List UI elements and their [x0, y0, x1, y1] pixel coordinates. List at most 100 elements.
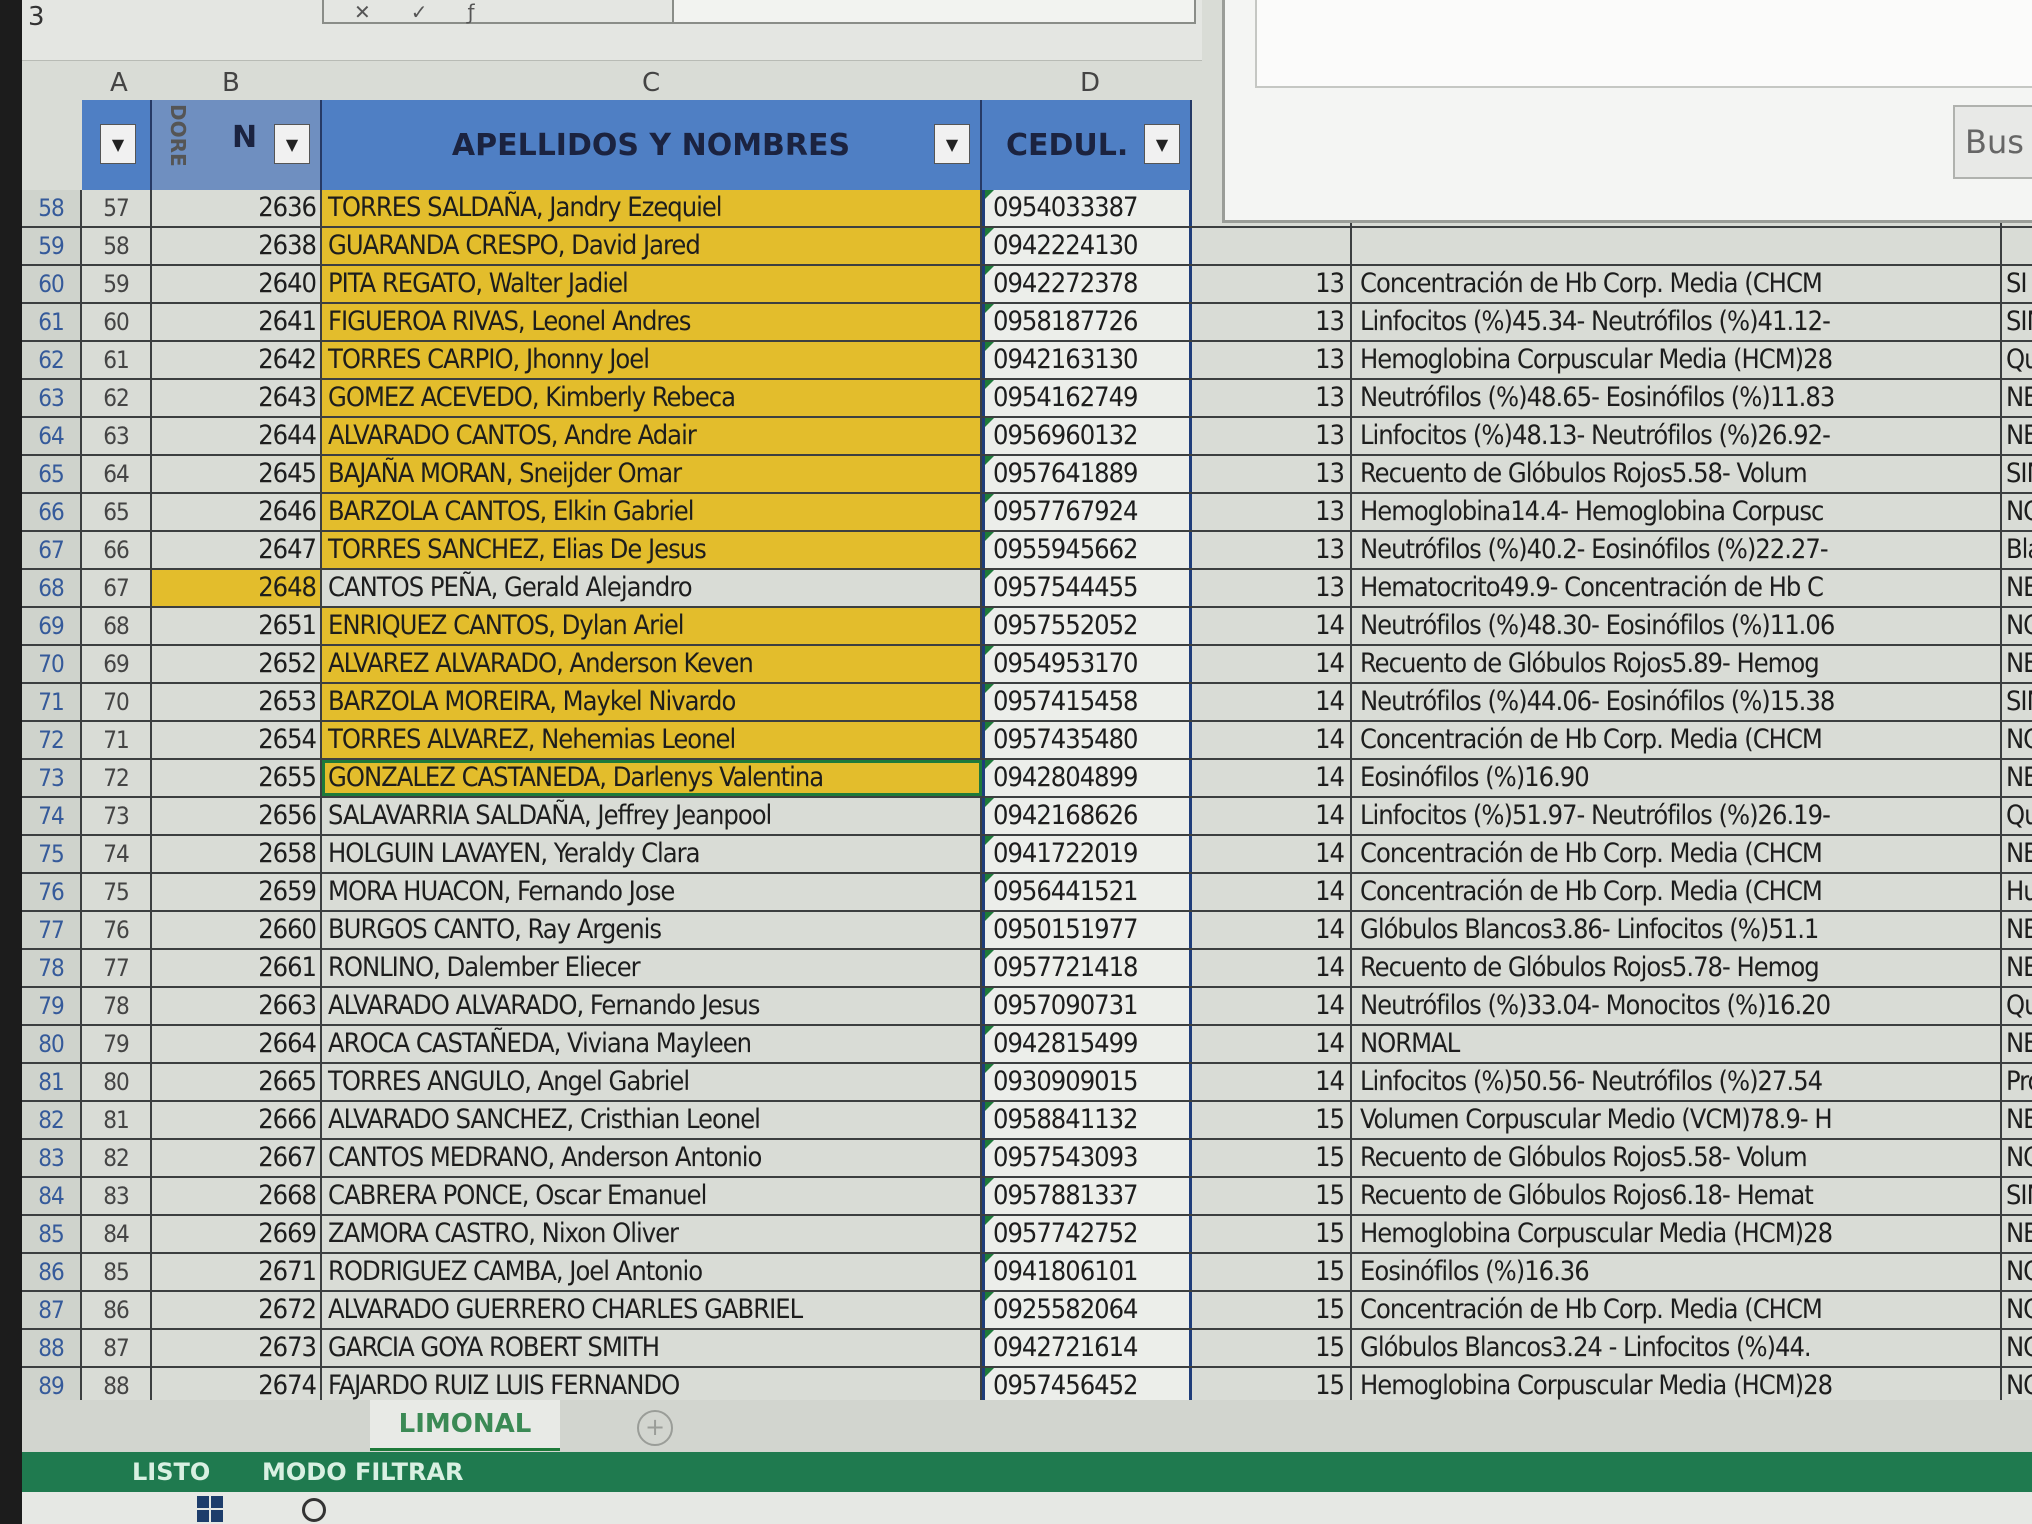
cell-age[interactable]: 13	[1192, 380, 1352, 416]
cell-age[interactable]: 14	[1192, 1064, 1352, 1100]
cell-age[interactable]: 14	[1192, 760, 1352, 796]
cell-index[interactable]: 88	[82, 1368, 152, 1404]
cell-number[interactable]: 2654	[152, 722, 322, 758]
cell-index[interactable]: 74	[82, 836, 152, 872]
cell-result[interactable]: NEGA	[2006, 648, 2032, 679]
row-number[interactable]: 73	[22, 760, 82, 796]
cell-cedula[interactable]: 0954953170	[982, 646, 1192, 682]
cell-name[interactable]: ZAMORA CASTRO, Nixon Oliver	[322, 1216, 982, 1252]
cell-number[interactable]: 2648	[152, 570, 322, 606]
cell-name[interactable]: TORRES ALVAREZ, Nehemias Leonel	[322, 722, 982, 758]
cell-name[interactable]: TORRES ANGULO, Angel Gabriel	[322, 1064, 982, 1100]
cell-result[interactable]: NEG	[2006, 572, 2032, 603]
cell-number[interactable]: 2652	[152, 646, 322, 682]
cell-name[interactable]: CABRERA PONCE, Oscar Emanuel	[322, 1178, 982, 1214]
filter-dropdown-a[interactable]: ▼	[100, 124, 136, 164]
cell-cedula[interactable]: 0941722019	[982, 836, 1192, 872]
cell-name[interactable]: TORRES CARPIO, Jhonny Joel	[322, 342, 982, 378]
cell-index[interactable]: 75	[82, 874, 152, 910]
cell-result[interactable]: NO LL	[2006, 610, 2032, 641]
row-number[interactable]: 67	[22, 532, 82, 568]
cell-index[interactable]: 73	[82, 798, 152, 834]
cell-name[interactable]: MORA HUACON, Fernando Jose	[322, 874, 982, 910]
cell-age[interactable]: 14	[1192, 1026, 1352, 1062]
cell-index[interactable]: 67	[82, 570, 152, 606]
cell-result[interactable]: Quiste	[2006, 800, 2032, 831]
plus-circle-icon[interactable]: +	[637, 1410, 673, 1446]
row-number[interactable]: 74	[22, 798, 82, 834]
cell-number[interactable]: 2644	[152, 418, 322, 454]
row-number[interactable]: 89	[22, 1368, 82, 1404]
row-number[interactable]: 58	[22, 190, 82, 226]
sheet-tab-limonal[interactable]: LIMONAL	[370, 1400, 560, 1451]
cell-age[interactable]: 15	[1192, 1216, 1352, 1252]
cell-result[interactable]: Qu	[2006, 344, 2032, 375]
cell-cedula[interactable]: 0942804899	[982, 760, 1192, 796]
cell-number[interactable]: 2669	[152, 1216, 322, 1252]
row-number[interactable]: 75	[22, 836, 82, 872]
cell-index[interactable]: 76	[82, 912, 152, 948]
cell-exam[interactable]: Volumen Corpuscular Medio (VCM)78.9- H	[1352, 1102, 2002, 1138]
cell-result[interactable]: SIN	[2006, 306, 2032, 337]
cell-index[interactable]: 83	[82, 1178, 152, 1214]
cell-result[interactable]: NEGATIV	[2006, 1028, 2032, 1059]
row-number[interactable]: 70	[22, 646, 82, 682]
cell-result[interactable]: NO L	[2006, 496, 2032, 527]
cell-result[interactable]: NO ENTREG	[2006, 1256, 2032, 1287]
row-number[interactable]: 78	[22, 950, 82, 986]
cell-name[interactable]: ENRIQUEZ CANTOS, Dylan Ariel	[322, 608, 982, 644]
cell-name[interactable]: HOLGUIN LAVAYEN, Yeraldy Clara	[322, 836, 982, 872]
cell-index[interactable]: 87	[82, 1330, 152, 1366]
cell-result[interactable]: Proglótide	[2006, 1066, 2032, 1097]
cell-index[interactable]: 79	[82, 1026, 152, 1062]
cell-exam[interactable]: Neutrófilos (%)48.65- Eosinófilos (%)11.…	[1352, 380, 2002, 416]
cell-exam[interactable]: Concentración de Hb Corp. Media (CHCM	[1352, 836, 2002, 872]
cell-exam[interactable]: Neutrófilos (%)40.2- Eosinófilos (%)22.2…	[1352, 532, 2002, 568]
cell-number[interactable]: 2659	[152, 874, 322, 910]
column-letter-a[interactable]: A	[110, 68, 128, 98]
cell-age[interactable]: 13	[1192, 418, 1352, 454]
cell-index[interactable]: 65	[82, 494, 152, 530]
cancel-icon[interactable]: ✕	[354, 0, 371, 24]
cell-index[interactable]: 72	[82, 760, 152, 796]
cell-index[interactable]: 81	[82, 1102, 152, 1138]
cell-exam[interactable]: Eosinófilos (%)16.36	[1352, 1254, 2002, 1290]
row-number[interactable]: 87	[22, 1292, 82, 1328]
cell-age[interactable]: 15	[1192, 1140, 1352, 1176]
cell-number[interactable]: 2666	[152, 1102, 322, 1138]
cell-cedula[interactable]: 0957881337	[982, 1178, 1192, 1214]
cell-cedula[interactable]: 0954033387	[982, 190, 1192, 226]
cell-age[interactable]: 15	[1192, 1254, 1352, 1290]
cell-result[interactable]: SIN MUES	[2006, 1180, 2032, 1211]
cell-cedula[interactable]: 0958187726	[982, 304, 1192, 340]
cell-name[interactable]: TORRES SALDAÑA, Jandry Ezequiel	[322, 190, 982, 226]
row-number[interactable]: 80	[22, 1026, 82, 1062]
cell-result[interactable]: NO LLEVA	[2006, 1142, 2032, 1173]
cell-age[interactable]: 13	[1192, 570, 1352, 606]
row-number[interactable]: 61	[22, 304, 82, 340]
row-number[interactable]: 88	[22, 1330, 82, 1366]
cell-number[interactable]: 2642	[152, 342, 322, 378]
cell-name[interactable]: FIGUEROA RIVAS, Leonel Andres	[322, 304, 982, 340]
cell-exam[interactable]: Linfocitos (%)48.13- Neutrófilos (%)26.9…	[1352, 418, 2002, 454]
cell-exam[interactable]: Concentración de Hb Corp. Media (CHCM	[1352, 874, 2002, 910]
cell-result[interactable]: NEGAT	[2006, 762, 2032, 793]
cell-cedula[interactable]: 0942272378	[982, 266, 1192, 302]
row-number[interactable]: 65	[22, 456, 82, 492]
cell-result[interactable]: NEG	[2006, 420, 2032, 451]
cell-result[interactable]: NO LL	[2006, 724, 2032, 755]
cell-name[interactable]: GARCIA GOYA ROBERT SMITH	[322, 1330, 982, 1366]
row-number[interactable]: 79	[22, 988, 82, 1024]
row-number[interactable]: 63	[22, 380, 82, 416]
cell-age[interactable]: 14	[1192, 722, 1352, 758]
cell-number[interactable]: 2641	[152, 304, 322, 340]
cell-exam[interactable]: Hemoglobina Corpuscular Media (HCM)28	[1352, 342, 2002, 378]
filter-dropdown-c[interactable]: ▼	[934, 124, 970, 164]
cell-number[interactable]: 2640	[152, 266, 322, 302]
cell-number[interactable]: 2656	[152, 798, 322, 834]
row-number[interactable]: 85	[22, 1216, 82, 1252]
cell-age[interactable]: 13	[1192, 532, 1352, 568]
row-number[interactable]: 72	[22, 722, 82, 758]
cell-result[interactable]: Quistes d	[2006, 990, 2032, 1021]
row-number[interactable]: 76	[22, 874, 82, 910]
